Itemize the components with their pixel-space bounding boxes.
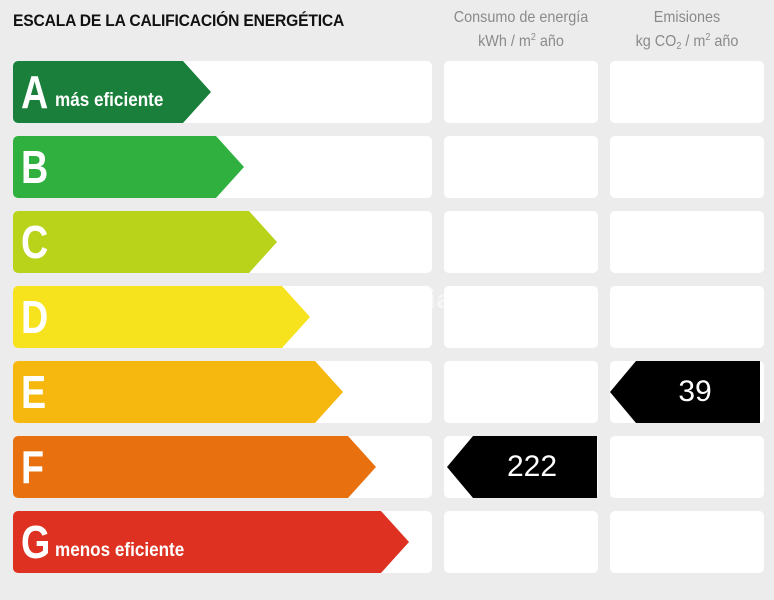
consumo-cell-b (444, 136, 598, 198)
rating-description: más eficiente (55, 90, 164, 111)
rating-bar-c: C (13, 211, 277, 273)
rating-letter: E (21, 366, 47, 418)
rating-bar-f: F (13, 436, 376, 498)
consumo-header-line2: kWh / m2 año (478, 32, 564, 51)
emisiones-header-line2: kg CO2 / m2 año (635, 32, 739, 52)
watermark-logo: habitaclia (322, 284, 452, 314)
emisiones-cell-b (610, 136, 764, 198)
emisiones-cell-d (610, 286, 764, 348)
consumo-cell-c (444, 211, 598, 273)
rating-letter: C (21, 216, 49, 268)
emisiones-column-header: Emisiones kg CO2 / m2 año (618, 6, 757, 54)
consumo-cell-a (444, 61, 598, 123)
rating-bar-d: D (13, 286, 310, 348)
emisiones-cell-f (610, 436, 764, 498)
consumo-header-line1: Consumo de energía (453, 9, 589, 26)
consumo-cell-d (444, 286, 598, 348)
rating-letter: A (21, 66, 49, 118)
consumo-cell-e (444, 361, 598, 423)
emisiones-header-line1: Emisiones (653, 9, 721, 26)
rating-letter: B (21, 141, 49, 193)
consumo-column-header: Consumo de energía kWh / m2 año (452, 6, 591, 54)
rating-letter: G (21, 516, 51, 568)
emisiones-cell-g (610, 511, 764, 573)
rating-bar-e: E (13, 361, 343, 423)
page-title: ESCALA DE LA CALIFICACIÓN ENERGÉTICA (13, 11, 345, 30)
emisiones-value-marker: 39 (610, 361, 760, 423)
emisiones-cell-a (610, 61, 764, 123)
rating-letter: F (21, 441, 45, 493)
rating-description: menos eficiente (55, 540, 185, 561)
emisiones-cell-c (610, 211, 764, 273)
rating-letter: D (21, 291, 49, 343)
consumo-value-marker: 222 (447, 436, 597, 498)
consumo-cell-g (444, 511, 598, 573)
rating-bar-b: B (13, 136, 244, 198)
